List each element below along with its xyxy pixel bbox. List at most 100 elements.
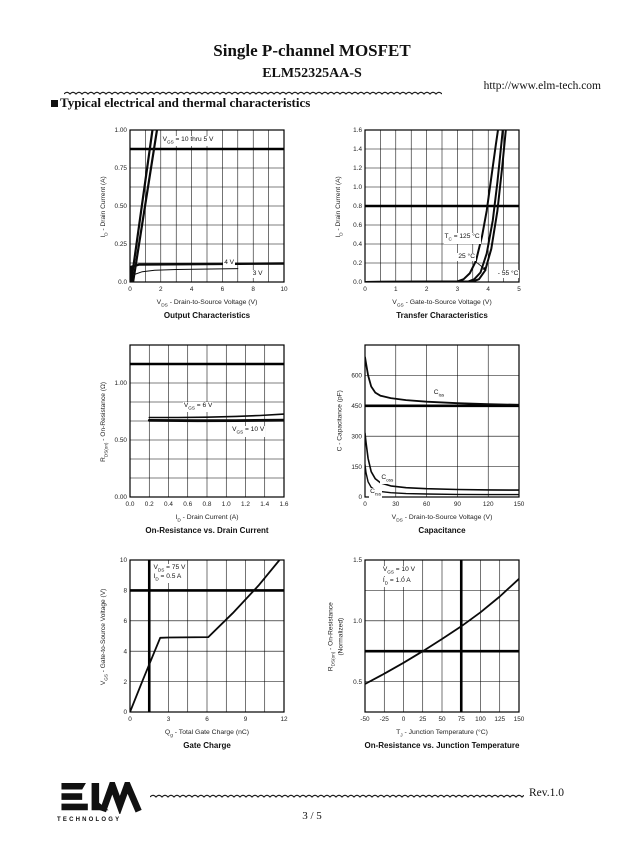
series — [364, 577, 520, 685]
website-link[interactable]: http://www.elm-tech.com — [483, 80, 601, 92]
svg-text:3: 3 — [456, 286, 460, 293]
chart-title: Capacitance — [418, 526, 466, 535]
svg-text:6: 6 — [205, 716, 209, 723]
elm-logo: TECHNOLOGY — [57, 775, 147, 823]
svg-text:0: 0 — [128, 716, 132, 723]
tick-labels: 0 30 60 90 120 150 0 150 300 450 600 — [351, 373, 524, 508]
chart-title: Output Characteristics — [163, 311, 251, 320]
svg-text:10: 10 — [280, 286, 288, 293]
svg-text:8: 8 — [123, 588, 127, 595]
curve-label: Crss — [369, 487, 383, 498]
tick-labels: 0 1 2 3 4 5 0.0 0.2 0.4 0.6 0.8 1.0 1.2 1.4 1.6 — [353, 127, 521, 293]
series — [364, 129, 507, 283]
svg-text:4: 4 — [123, 648, 127, 655]
curve-label: 4 V — [223, 259, 236, 267]
svg-text:75: 75 — [458, 716, 466, 723]
svg-text:12: 12 — [280, 716, 288, 723]
x-axis-label: Qg - Total Gate Charge (nC) — [164, 729, 250, 739]
svg-text:0: 0 — [128, 286, 132, 293]
svg-text:0: 0 — [358, 494, 362, 501]
footer-divider — [150, 794, 524, 798]
arrows — [474, 260, 487, 271]
x-axis-label: VGS - Gate-to-Source Voltage (V) — [392, 299, 492, 309]
chart-transfer-characteristics: 0 1 2 3 4 5 0.0 0.2 0.4 0.6 0.8 1.0 1.2 1.4 1.6 ID - Dr… — [329, 120, 539, 335]
svg-text:0.4: 0.4 — [353, 241, 362, 248]
svg-text:4: 4 — [486, 286, 490, 293]
svg-text:30: 30 — [392, 501, 400, 508]
y-axis-label: C - Capacitance (pF) — [336, 390, 344, 452]
tick-labels: 0 2 4 6 8 10 0.0 0.25 0.50 0.75 1.00 — [115, 127, 288, 293]
svg-text:0.2: 0.2 — [145, 501, 154, 508]
svg-text:120: 120 — [483, 501, 494, 508]
curve-label: 25 °C — [457, 253, 476, 262]
svg-text:1: 1 — [394, 286, 398, 293]
svg-text:150: 150 — [351, 464, 362, 471]
chart-gate-charge: 0 3 6 9 12 0 2 4 6 8 10 VGS - Gate-to-Source Voltag… — [94, 550, 304, 765]
svg-text:0.2: 0.2 — [353, 260, 362, 267]
svg-text:1.4: 1.4 — [260, 501, 269, 508]
svg-text:1.2: 1.2 — [241, 501, 250, 508]
svg-text:150: 150 — [514, 501, 525, 508]
svg-text:25: 25 — [419, 716, 427, 723]
x-axis-label: VDS - Drain-to-Source Voltage (V) — [156, 299, 258, 309]
chart-capacitance: 0 30 60 90 120 150 0 150 300 450 600 C - Capacitanc… — [329, 335, 539, 550]
y-axis-label: RDS(on) - On-Resistance (Normalized) — [327, 602, 345, 672]
svg-text:1.4: 1.4 — [353, 146, 362, 153]
thick-lines — [365, 560, 519, 712]
curve-label: VGS = 10 V — [381, 565, 417, 576]
header-divider — [64, 91, 442, 95]
svg-text:0.4: 0.4 — [164, 501, 173, 508]
svg-text:125: 125 — [494, 716, 505, 723]
svg-text:0: 0 — [123, 709, 127, 716]
svg-text:90: 90 — [454, 501, 462, 508]
svg-text:60: 60 — [423, 501, 431, 508]
svg-text:0.6: 0.6 — [353, 222, 362, 229]
svg-text:1.5: 1.5 — [353, 557, 362, 564]
chart-title: Gate Charge — [183, 741, 231, 750]
svg-text:-25: -25 — [380, 716, 390, 723]
svg-text:1.0: 1.0 — [222, 501, 231, 508]
svg-text:1.00: 1.00 — [115, 127, 128, 134]
tick-labels: 0 3 6 9 12 0 2 4 6 8 10 — [120, 557, 288, 723]
svg-text:2: 2 — [159, 286, 163, 293]
svg-text:0.0: 0.0 — [353, 279, 362, 286]
y-axis-label: ID - Drain Current (A) — [100, 176, 109, 238]
svg-text:0.50: 0.50 — [115, 203, 128, 210]
svg-text:2: 2 — [123, 679, 127, 686]
section-heading: Typical electrical and thermal character… — [60, 95, 311, 110]
svg-text:0.00: 0.00 — [115, 494, 128, 501]
x-axis-label: VDS - Drain-to-Source Voltage (V) — [391, 514, 493, 524]
section-bullet-icon — [51, 100, 58, 107]
svg-text:3: 3 — [167, 716, 171, 723]
svg-text:1.6: 1.6 — [280, 501, 289, 508]
chart-on-resistance-vs-drain-current: 0.0 0.2 0.4 0.6 0.8 1.0 1.2 1.4 1.6 0.00 0.50 1.00 R… — [94, 335, 304, 550]
svg-text:0: 0 — [363, 286, 367, 293]
svg-text:5: 5 — [517, 286, 521, 293]
svg-text:0: 0 — [363, 501, 367, 508]
svg-text:0.8: 0.8 — [353, 203, 362, 210]
svg-text:300: 300 — [351, 433, 362, 440]
curve-label: VGS = 10 V — [231, 426, 266, 437]
y-axis-label: ID - Drain Current (A) — [335, 176, 344, 238]
y-axis-label: RDS(on) - On-Resistance (Ω) — [100, 381, 109, 462]
svg-text:1.2: 1.2 — [353, 165, 362, 172]
svg-text:-50: -50 — [360, 716, 370, 723]
chart-output-characteristics: 0 2 4 6 8 10 0.0 0.25 0.50 0.75 1.00 ID - Drain Cur… — [94, 120, 304, 335]
x-axis-label: TJ - Junction Temperature (°C) — [396, 729, 488, 739]
svg-text:2: 2 — [425, 286, 429, 293]
svg-text:100: 100 — [475, 716, 486, 723]
chart-canvas: 0 3 6 9 12 0 2 4 6 8 10 — [120, 557, 288, 723]
svg-text:0.50: 0.50 — [115, 437, 128, 444]
svg-text:0.5: 0.5 — [353, 679, 362, 686]
chart-title: On-Resistance vs. Drain Current — [145, 526, 269, 535]
logo-technology-label: TECHNOLOGY — [57, 817, 122, 823]
svg-text:1.00: 1.00 — [115, 380, 128, 387]
svg-text:0.0: 0.0 — [118, 279, 127, 286]
svg-text:1.0: 1.0 — [353, 184, 362, 191]
chart-canvas: -50 -25 0 25 50 75 100 125 150 0.5 1.0 1.5 — [353, 557, 525, 723]
page-title: Single P-channel MOSFET — [213, 41, 411, 60]
tick-labels: -50 -25 0 25 50 75 100 125 150 0.5 1.0 1.5 — [353, 557, 525, 723]
gridlines — [130, 130, 284, 282]
chart-canvas: 0.0 0.2 0.4 0.6 0.8 1.0 1.2 1.4 1.6 0.00 0.50 1.00 — [115, 344, 289, 508]
